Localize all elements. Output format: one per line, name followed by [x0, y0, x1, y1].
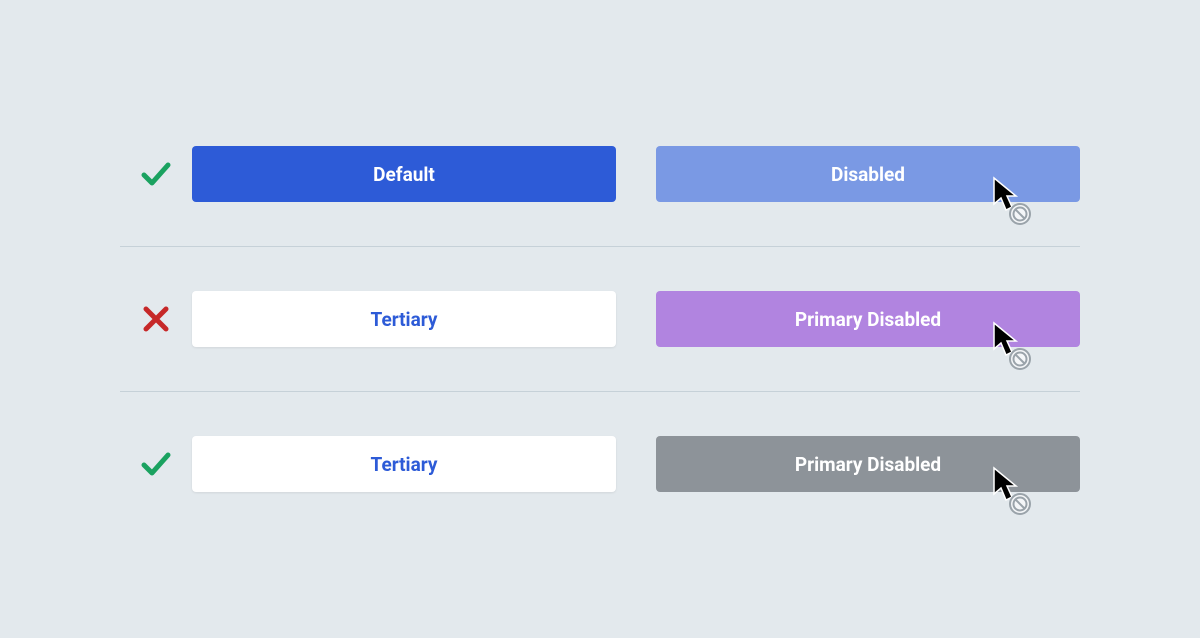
button-label: Primary Disabled [795, 453, 941, 476]
cursor-not-allowed-icon [992, 466, 1036, 510]
example-row: Default Disabled [120, 102, 1080, 246]
infographic-container: Default Disabled [120, 102, 1080, 536]
example-row: Tertiary Primary Disabled [120, 391, 1080, 536]
cross-icon [141, 304, 171, 334]
button-label: Tertiary [371, 308, 438, 331]
tertiary-button[interactable]: Tertiary [192, 291, 616, 347]
buttons-col: Tertiary Primary Disabled [192, 291, 1080, 347]
check-icon [139, 157, 173, 191]
status-col [120, 157, 192, 191]
button-label: Primary Disabled [795, 308, 941, 331]
button-label: Disabled [831, 163, 905, 186]
primary-button-disabled: Disabled [656, 146, 1080, 202]
cursor-not-allowed-icon [992, 321, 1036, 365]
button-label: Tertiary [371, 453, 438, 476]
cursor-not-allowed-icon [992, 176, 1036, 220]
primary-button-default[interactable]: Default [192, 146, 616, 202]
tertiary-button[interactable]: Tertiary [192, 436, 616, 492]
check-icon [139, 447, 173, 481]
buttons-col: Default Disabled [192, 146, 1080, 202]
primary-button-disabled: Primary Disabled [656, 291, 1080, 347]
status-col [120, 304, 192, 334]
example-row: Tertiary Primary Disabled [120, 246, 1080, 391]
button-label: Default [373, 163, 435, 186]
primary-button-disabled: Primary Disabled [656, 436, 1080, 492]
status-col [120, 447, 192, 481]
buttons-col: Tertiary Primary Disabled [192, 436, 1080, 492]
